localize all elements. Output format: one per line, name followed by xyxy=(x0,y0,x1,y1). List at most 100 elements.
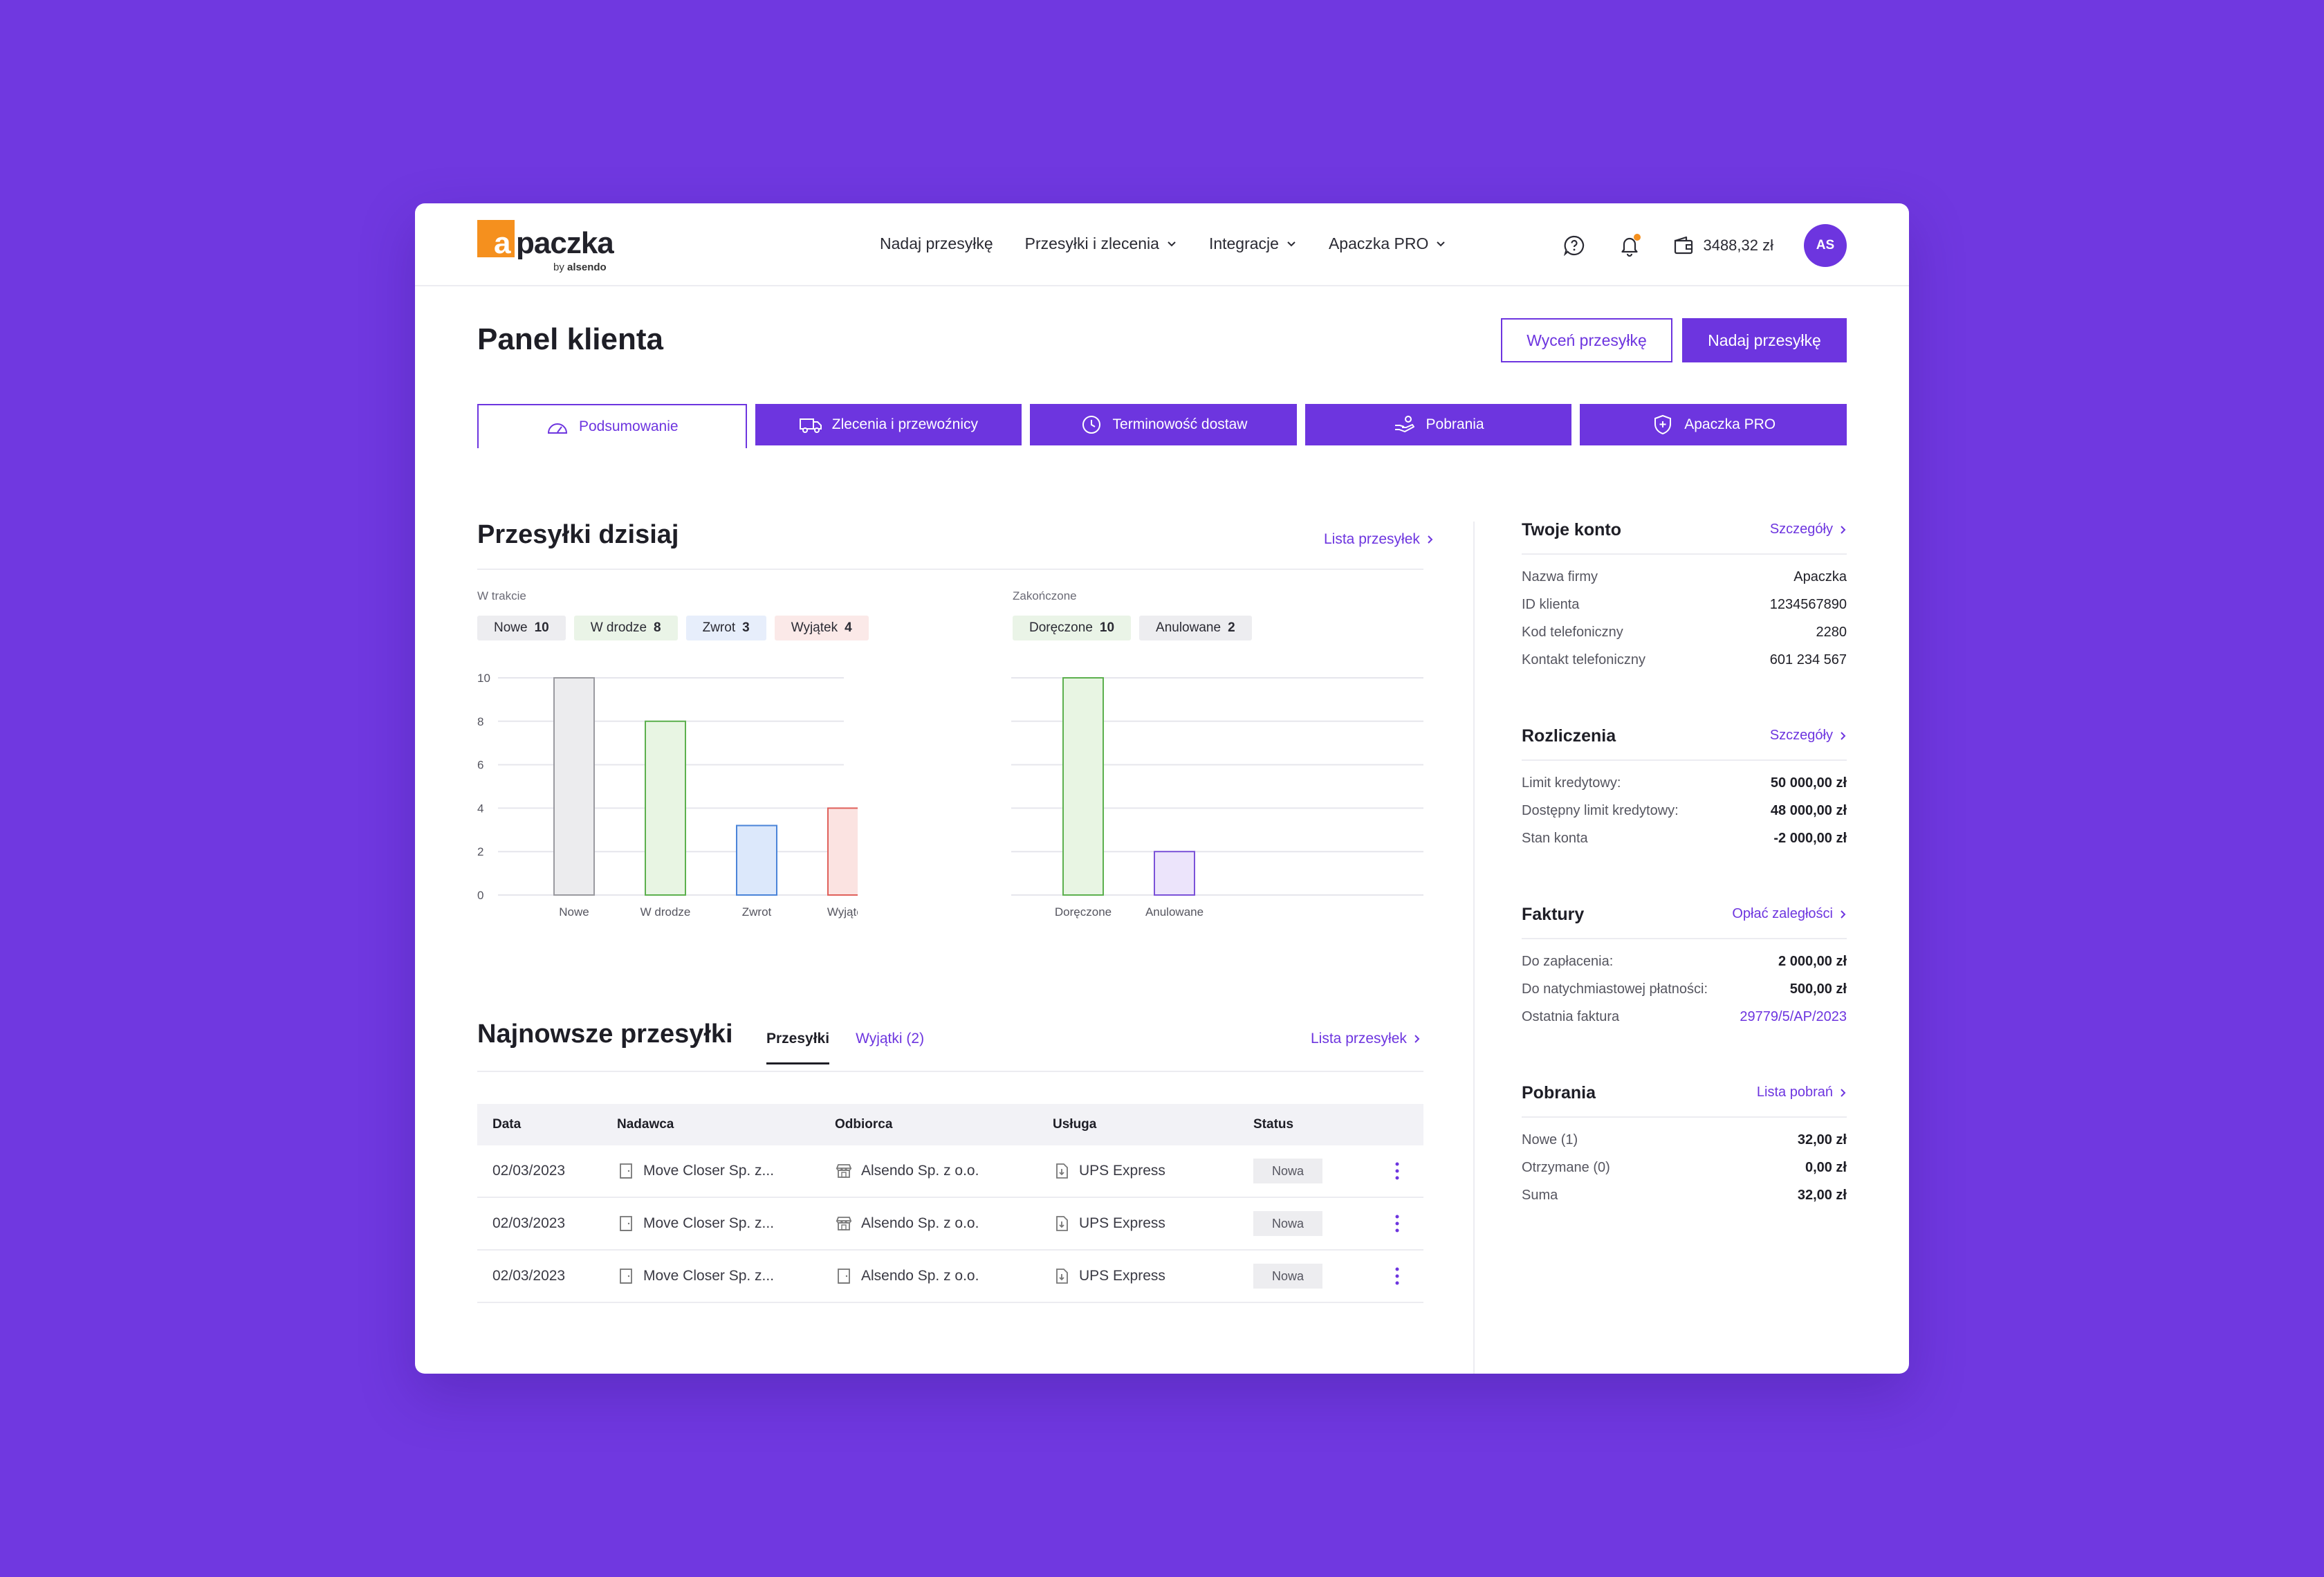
apaczka-logo[interactable]: a paczka by alsendo xyxy=(477,220,616,275)
y-tick-label: 2 xyxy=(477,845,483,858)
pill-cancelled[interactable]: Anulowane 2 xyxy=(1139,616,1252,640)
completed-label: Zakończone xyxy=(1013,589,1077,602)
pill-label: Wyjątek xyxy=(791,620,838,635)
row-menu-button[interactable] xyxy=(1389,1264,1405,1289)
info-row: Ostatnia faktura 29779/5/AP/2023 xyxy=(1522,1003,1847,1031)
tab-orders-carriers[interactable]: Zlecenia i przewoźnicy xyxy=(755,404,1022,445)
row-label: Dostępny limit kredytowy: xyxy=(1522,802,1679,818)
recent-list-link[interactable]: Lista przesyłek xyxy=(1311,1031,1421,1047)
subtab-exceptions[interactable]: Wyjątki (2) xyxy=(856,1031,925,1046)
store-icon xyxy=(836,1164,852,1178)
row-value: 601 234 567 xyxy=(1769,652,1847,667)
subtab-shipments[interactable]: Przesyłki xyxy=(766,1031,830,1064)
send-shipment-button[interactable]: Nadaj przesyłkę xyxy=(1682,318,1847,362)
nav-label: Integracje xyxy=(1208,234,1279,252)
cell-date: 02/03/2023 xyxy=(492,1268,566,1284)
table-row[interactable]: 02/03/2023 Move Closer Sp. z... Alsendo … xyxy=(477,1198,1423,1251)
panel-header: Rozliczenia Szczegóły xyxy=(1522,725,1847,761)
pill-label: Nowe xyxy=(494,620,528,635)
row-value: 0,00 zł xyxy=(1805,1159,1847,1175)
panel-rows: Nowe (1) 32,00 zł Otrzymane (0) 0,00 zł Su… xyxy=(1522,1118,1847,1209)
info-row: Do natychmiastowej płatności: 500,00 zł xyxy=(1522,975,1847,1003)
hand-money-icon xyxy=(1394,416,1414,432)
panel-rows: Nazwa firmy Apaczka ID klienta 1234567890 … xyxy=(1522,555,1847,674)
recent-subtabs: Przesyłki Wyjątki (2) xyxy=(766,1031,924,1064)
balance-amount: 3488,32 zł xyxy=(1703,237,1773,254)
x-tick-label: Zwrot xyxy=(742,905,772,919)
row-label: Suma xyxy=(1522,1187,1558,1203)
truck-icon xyxy=(799,418,822,433)
tab-cod[interactable]: Pobrania xyxy=(1304,404,1572,445)
in-progress-pills: Nowe 10 W drodze 8 Zwrot 3 Wyjątek 4 xyxy=(477,616,869,640)
logo-mark xyxy=(477,220,515,257)
col-service: Usługa xyxy=(1053,1117,1097,1132)
pill-exception[interactable]: Wyjątek 4 xyxy=(774,616,869,640)
table-row[interactable]: 02/03/2023 Move Closer Sp. z... Alsendo … xyxy=(477,1145,1423,1198)
y-tick-label: 0 xyxy=(477,889,483,902)
cell-service: UPS Express xyxy=(1053,1215,1253,1233)
account-details-link[interactable]: Szczegóły xyxy=(1770,522,1847,537)
document-download-icon xyxy=(1056,1163,1068,1179)
help-circle-icon xyxy=(1564,235,1585,257)
tab-apaczka-pro[interactable]: Apaczka PRO xyxy=(1580,404,1847,445)
notifications-button[interactable] xyxy=(1617,233,1642,258)
row-menu-button[interactable] xyxy=(1389,1211,1405,1236)
link-label: Lista przesyłek xyxy=(1324,531,1420,547)
wallet-balance[interactable]: 3488,32 zł xyxy=(1672,235,1773,256)
cod-list-link[interactable]: Lista pobrań xyxy=(1757,1085,1847,1100)
service-name: UPS Express xyxy=(1079,1268,1165,1284)
row-value: 500,00 zł xyxy=(1789,981,1847,997)
pill-count: 3 xyxy=(742,620,750,635)
tab-summary[interactable]: Podsumowanie xyxy=(477,404,747,448)
today-section-title: Przesyłki dzisiaj xyxy=(477,520,679,549)
gauge-icon xyxy=(547,423,568,434)
panel-title: Rozliczenia xyxy=(1522,726,1616,746)
row-label: Kod telefoniczny xyxy=(1522,624,1623,640)
pill-return[interactable]: Zwrot 3 xyxy=(685,616,766,640)
cell-date: 02/03/2023 xyxy=(492,1215,566,1231)
col-date: Data xyxy=(492,1117,522,1132)
main-nav: Nadaj przesyłkę Przesyłki i zlecenia Int… xyxy=(880,231,1446,256)
nav-apaczka-pro[interactable]: Apaczka PRO xyxy=(1329,234,1446,253)
cell-status: Nowa xyxy=(1253,1159,1371,1183)
bar xyxy=(1154,851,1195,896)
tab-delivery-timeliness[interactable]: Terminowość dostaw xyxy=(1030,404,1297,445)
pill-delivered[interactable]: Doręczone 10 xyxy=(1013,616,1132,640)
row-label: Stan konta xyxy=(1522,830,1588,846)
bell-icon xyxy=(1621,237,1639,257)
row-value: 48 000,00 zł xyxy=(1770,802,1847,818)
shipments-list-link[interactable]: Lista przesyłek xyxy=(1324,531,1434,548)
cell-sender: Move Closer Sp. z... xyxy=(617,1267,835,1285)
recipient-name: Alsendo Sp. z o.o. xyxy=(861,1215,979,1231)
nav-integrations[interactable]: Integracje xyxy=(1209,234,1297,253)
chevron-right-icon xyxy=(1841,525,1846,534)
service-name: UPS Express xyxy=(1079,1163,1165,1179)
avatar[interactable]: AS xyxy=(1804,224,1847,267)
row-menu-button[interactable] xyxy=(1389,1159,1405,1183)
row-label: Kontakt telefoniczny xyxy=(1522,652,1645,667)
recent-shipments-table: Data Nadawca Odbiorca Usługa Status 02/0… xyxy=(477,1104,1423,1303)
nav-send-shipment[interactable]: Nadaj przesyłkę xyxy=(880,234,993,253)
info-row: Nazwa firmy Apaczka xyxy=(1522,563,1847,591)
pay-overdue-link[interactable]: Opłać zaległości xyxy=(1732,906,1847,922)
col-sender: Nadawca xyxy=(617,1117,674,1132)
divider xyxy=(477,569,1423,570)
sender-name: Move Closer Sp. z... xyxy=(643,1215,775,1231)
table-row[interactable]: 02/03/2023 Move Closer Sp. z... Alsendo … xyxy=(477,1251,1423,1303)
cell-status: Nowa xyxy=(1253,1264,1371,1289)
info-row: Dostępny limit kredytowy: 48 000,00 zł xyxy=(1522,797,1847,824)
tab-label: Zlecenia i przewoźnicy xyxy=(831,416,979,432)
row-value: 32,00 zł xyxy=(1797,1132,1847,1147)
info-row: Kod telefoniczny 2280 xyxy=(1522,618,1847,646)
pill-new[interactable]: Nowe 10 xyxy=(477,616,566,640)
nav-shipments-orders[interactable]: Przesyłki i zlecenia xyxy=(1025,234,1177,253)
info-row: Kontakt telefoniczny 601 234 567 xyxy=(1522,646,1847,674)
last-invoice-link[interactable]: 29779/5/AP/2023 xyxy=(1740,1008,1847,1024)
billing-details-link[interactable]: Szczegóły xyxy=(1770,728,1847,744)
page-title: Panel klienta xyxy=(477,322,664,356)
panel-title: Twoje konto xyxy=(1522,520,1621,540)
row-label: Otrzymane (0) xyxy=(1522,1159,1610,1175)
help-button[interactable] xyxy=(1562,233,1587,258)
pill-in-transit[interactable]: W drodze 8 xyxy=(573,616,678,640)
price-shipment-button[interactable]: Wyceń przesyłkę xyxy=(1501,318,1672,362)
